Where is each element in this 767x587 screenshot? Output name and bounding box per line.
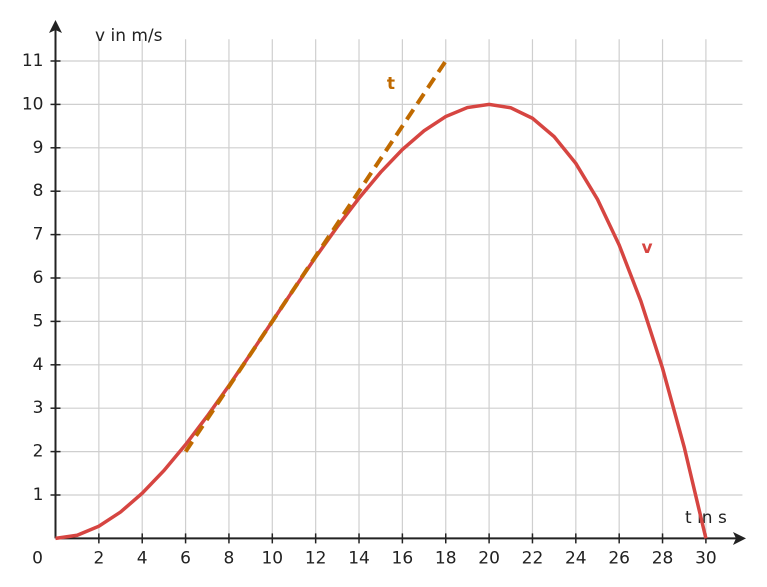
y-tick-label: 3 (33, 398, 44, 418)
x-tick-label: 2 (93, 548, 104, 568)
y-tick-label: 4 (33, 355, 44, 375)
y-axis-arrow (49, 20, 62, 33)
y-tick-label: 9 (33, 138, 44, 158)
x-tick-label: 12 (305, 548, 327, 568)
x-tick-label: 4 (137, 548, 148, 568)
x-tick-label: 28 (652, 548, 674, 568)
y-tick-label: 11 (22, 51, 44, 71)
x-tick-label: 26 (608, 548, 630, 568)
x-tick-label: 0 (32, 548, 43, 568)
x-tick-label: 18 (435, 548, 457, 568)
y-tick-label: 5 (33, 311, 44, 331)
series-line (183, 59, 448, 453)
x-axis-label: t in s (685, 508, 727, 528)
x-tick-label: 16 (392, 548, 414, 568)
y-tick-label: 10 (22, 94, 44, 114)
x-tick-label: 22 (522, 548, 544, 568)
x-tick-label: 14 (348, 548, 370, 568)
series-label: t (387, 74, 395, 94)
x-tick-label: 10 (261, 548, 283, 568)
y-axis-label: v in m/s (95, 26, 163, 46)
y-tick-label: 7 (33, 225, 44, 245)
series-label: v (641, 238, 652, 258)
x-tick-label: 24 (565, 548, 587, 568)
x-axis-arrow (733, 532, 746, 545)
x-tick-label: 6 (180, 548, 191, 568)
y-tick-label: 2 (33, 442, 44, 462)
y-tick-label: 8 (33, 181, 44, 201)
y-tick-label: 1 (33, 485, 44, 505)
x-tick-label: 8 (224, 548, 235, 568)
x-tick-label: 30 (695, 548, 717, 568)
x-tick-label: 20 (478, 548, 500, 568)
grid (55, 39, 743, 539)
y-tick-label: 6 (33, 268, 44, 288)
series-line (55, 102, 708, 541)
